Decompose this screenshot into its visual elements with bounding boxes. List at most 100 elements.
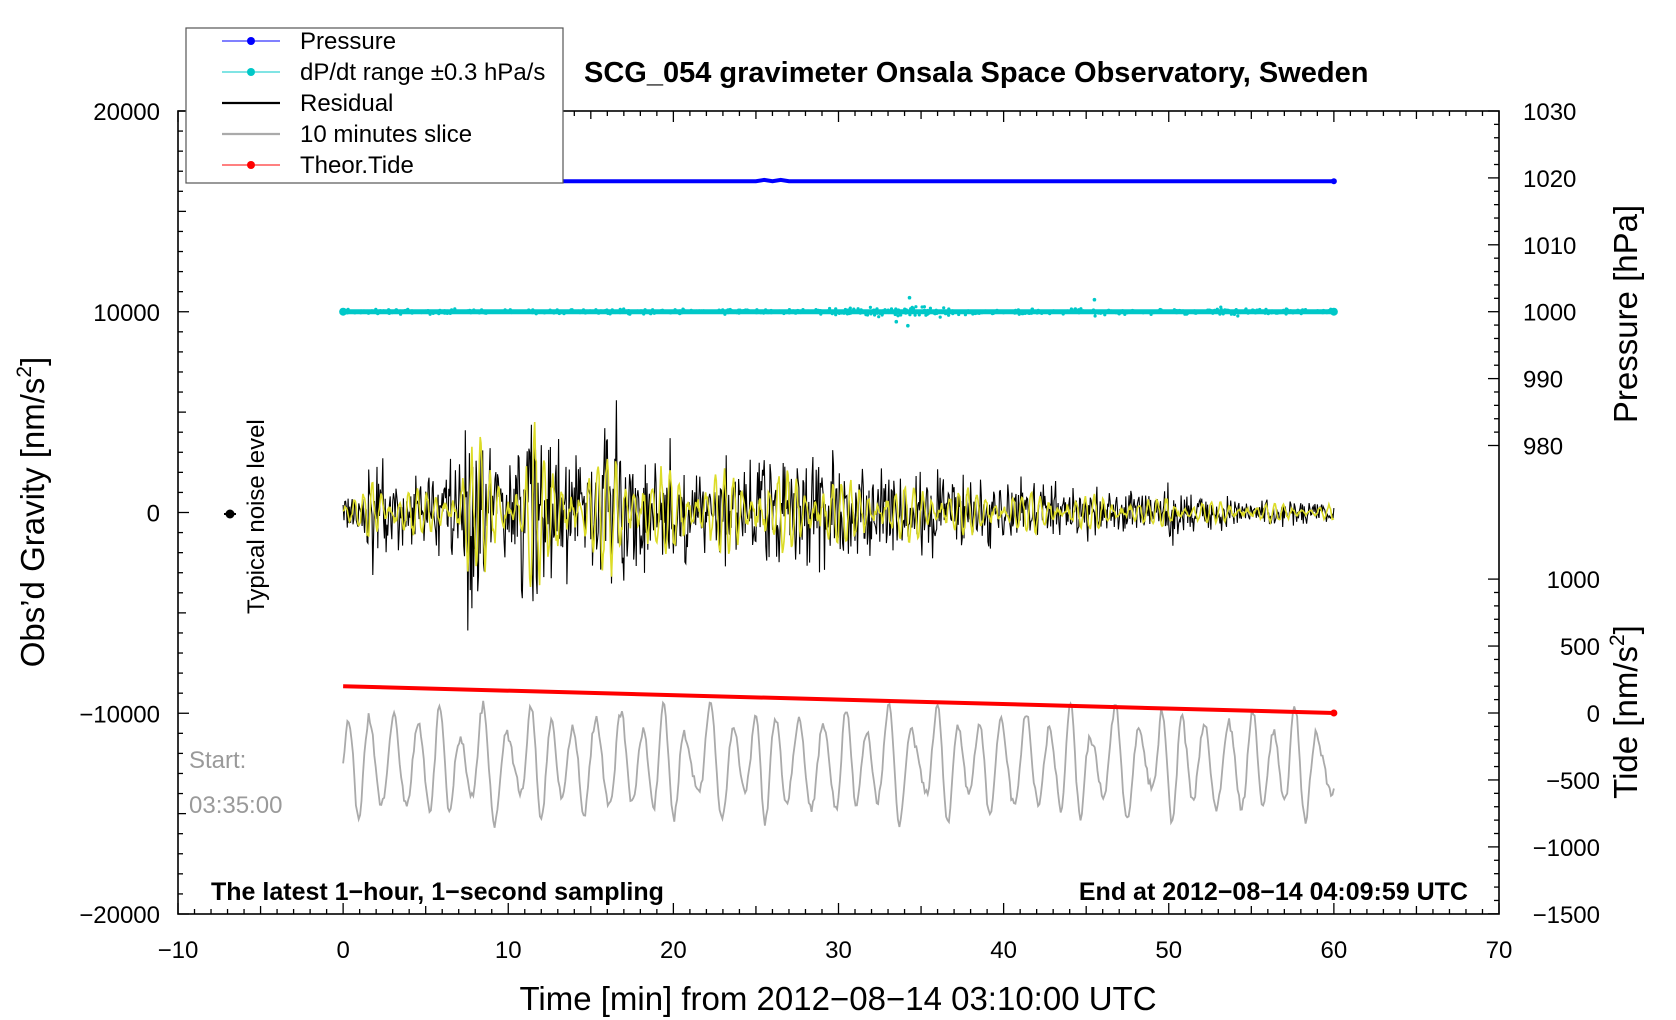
dpdt-point xyxy=(390,310,394,314)
filtered-line xyxy=(342,421,1335,587)
dpdt-point xyxy=(382,309,386,313)
dpdt-point xyxy=(628,312,632,316)
dpdt-point xyxy=(1067,309,1071,313)
dpdt-point xyxy=(799,310,803,314)
legend-label: Pressure xyxy=(300,28,396,55)
dpdt-point xyxy=(608,310,612,314)
dpdt-point xyxy=(1141,311,1145,315)
pressure-tick-label: 980 xyxy=(1523,434,1563,461)
dpdt-point xyxy=(552,311,556,315)
dpdt-point xyxy=(648,311,652,315)
dpdt-point xyxy=(966,309,971,313)
dpdt-point xyxy=(443,311,447,315)
dpdt-point xyxy=(834,313,838,317)
dpdt-point xyxy=(373,310,377,315)
dpdt-point xyxy=(859,308,863,312)
x-tick-label: 20 xyxy=(660,937,687,964)
dpdt-point xyxy=(737,309,741,314)
dpdt-point xyxy=(625,309,629,313)
dpdt-point xyxy=(361,310,365,314)
dpdt-point xyxy=(755,308,759,312)
dpdt-point xyxy=(834,310,838,314)
dpdt-point xyxy=(851,309,855,313)
dpdt-point xyxy=(530,311,535,315)
y-tick-label: 0 xyxy=(147,501,160,528)
dpdt-point xyxy=(819,312,823,316)
dpdt-point xyxy=(970,310,974,314)
tide-tick-label: −1500 xyxy=(1533,902,1600,929)
left-y-axis: 20000 10000 0 −10000 −20000 xyxy=(79,99,189,929)
dpdt-point xyxy=(1155,310,1159,314)
dpdt-point xyxy=(1270,309,1274,313)
dpdt-point xyxy=(1314,310,1318,314)
dpdt-point xyxy=(866,313,870,317)
dpdt-point xyxy=(1123,312,1127,316)
dpdt-outlier xyxy=(907,295,912,300)
dpdt-point xyxy=(428,312,432,316)
dpdt-point xyxy=(460,310,464,314)
tide-tick-label: 500 xyxy=(1560,634,1600,661)
pressure-end-point xyxy=(1330,178,1337,185)
dpdt-point xyxy=(909,307,913,311)
dpdt-point xyxy=(1101,309,1105,313)
dpdt-point xyxy=(951,309,955,313)
dpdt-point xyxy=(928,306,933,310)
tide-line xyxy=(343,684,1334,715)
noise-marker: Typical noise level xyxy=(224,419,270,614)
dpdt-point xyxy=(753,310,757,314)
tide-tick-label: −500 xyxy=(1546,768,1600,795)
dpdt-point xyxy=(939,309,943,313)
dpdt-point xyxy=(842,311,846,315)
dpdt-point xyxy=(370,309,374,313)
dpdt-point xyxy=(1284,307,1288,311)
dpdt-point xyxy=(1276,310,1280,314)
dpdt-point xyxy=(896,308,901,312)
dpdt-point xyxy=(533,309,538,314)
dpdt-point xyxy=(1103,313,1107,317)
dpdt-point xyxy=(1188,310,1192,314)
dpdt-point xyxy=(1283,309,1287,313)
dpdt-point xyxy=(868,305,873,309)
dpdt-point xyxy=(843,307,848,312)
dpdt-point xyxy=(1208,308,1212,312)
dpdt-point xyxy=(1026,310,1030,314)
dpdt-point xyxy=(1264,311,1268,315)
dpdt-point xyxy=(527,308,531,312)
dpdt-point xyxy=(740,309,744,313)
dpdt-point xyxy=(891,309,895,313)
dpdt-point xyxy=(917,313,921,317)
dpdt-point xyxy=(1232,310,1236,315)
dpdt-point xyxy=(573,310,577,314)
dpdt-point xyxy=(642,312,646,316)
dpdt-point xyxy=(914,305,918,309)
legend-label: 10 minutes slice xyxy=(300,121,472,148)
dpdt-point xyxy=(618,309,622,314)
dpdt-point xyxy=(498,310,502,314)
tide-layer xyxy=(343,684,1338,717)
end-time-note: End at 2012−08−14 04:09:59 UTC xyxy=(1079,878,1468,906)
dpdt-point xyxy=(469,311,473,315)
dpdt-point xyxy=(1305,310,1309,314)
dpdt-point xyxy=(506,310,510,314)
dpdt-point xyxy=(828,306,832,311)
dpdt-point xyxy=(556,309,560,313)
dpdt-point xyxy=(873,313,877,317)
dpdt-point xyxy=(886,308,890,312)
filtered-layer xyxy=(342,421,1335,587)
dpdt-point xyxy=(548,308,552,312)
x-tick-label: 50 xyxy=(1155,937,1182,964)
dpdt-point xyxy=(1236,309,1241,313)
dpdt-point xyxy=(877,315,881,319)
y-axis-label-tide-sup: 2 xyxy=(1606,634,1629,646)
dpdt-point xyxy=(669,309,674,313)
dpdt-point xyxy=(376,312,380,316)
dpdt-point xyxy=(353,311,357,315)
dpdt-point xyxy=(717,309,721,313)
tide-tick-label: −1000 xyxy=(1533,835,1600,862)
start-label: Start: xyxy=(189,747,246,774)
dpdt-point xyxy=(578,310,582,314)
dpdt-point xyxy=(961,310,965,314)
dpdt-point xyxy=(514,309,519,314)
dpdt-point xyxy=(457,310,461,314)
dpdt-point xyxy=(589,310,593,314)
